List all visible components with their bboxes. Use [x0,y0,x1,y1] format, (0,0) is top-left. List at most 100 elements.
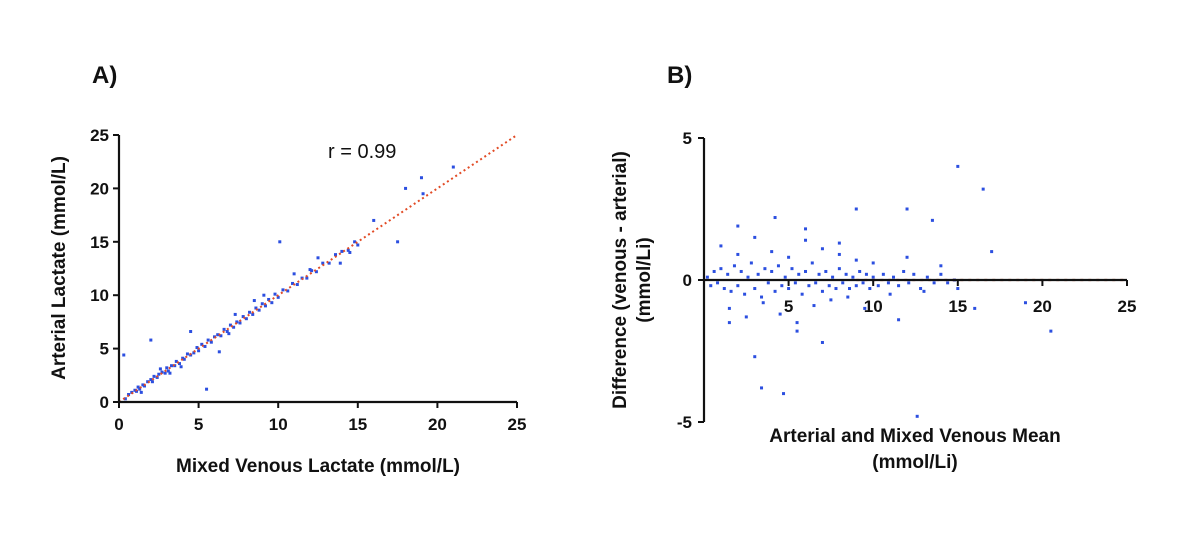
panel-b-point [824,269,828,273]
panel-b-y-axis-title-line2: (mmol/Li) [634,237,655,323]
panel-a-x-tick-label: 20 [428,415,447,434]
panel-b-point [939,264,943,268]
panel-a-point [233,312,237,316]
panel-b-point [871,275,875,279]
panel-b-point [787,287,791,291]
panel-a-point [419,176,423,180]
panel-a-point [168,371,172,375]
panel-b-point [820,247,824,251]
panel-b-label: B) [667,62,692,89]
panel-b-point [905,255,909,259]
panel-b-point [716,281,720,285]
panel-a-y-tick-label: 25 [90,126,109,145]
panel-a-points [122,165,455,401]
panel-a-point [396,240,400,244]
panel-b-point [956,164,960,168]
panel-b-point [770,269,774,273]
panel-a-point [149,378,153,382]
panel-b-point [854,284,858,288]
panel-a-x-tick-label: 15 [348,415,367,434]
panel-b-point [922,289,926,293]
panel-b-point [783,275,787,279]
panel-b-point [888,292,892,296]
panel-b-point [925,275,929,279]
panel-b-point [837,252,841,256]
panel-a-point [225,330,229,334]
panel-b-point [1023,301,1027,305]
panel-b-point [790,267,794,271]
panel-b-point [746,275,750,279]
panel-a-point [181,356,185,360]
panel-b-point [915,414,919,418]
panel-a-point [291,281,295,285]
panel-b-point [810,261,814,265]
panel-b-point [990,250,994,254]
panel-a-y-tick-label: 10 [90,286,109,305]
panel-a-point [348,250,352,254]
panel-b-point [1049,329,1053,333]
panel-a-point [228,323,232,327]
panel-a-x-axis-title: Mixed Venous Lactate (mmol/L) [176,456,460,477]
panel-a-point [149,338,153,342]
panel-b-point [829,298,833,302]
panel-a-point [197,349,201,353]
panel-a-point [314,270,318,274]
panel-a-point [372,218,376,222]
panel-b-point [834,287,838,291]
panel-b-point [905,207,909,211]
panel-a-point [353,240,357,244]
panel-a-point [273,292,277,296]
panel-b-point [778,312,782,316]
panel-a-point [141,383,145,387]
panel-b-point [861,281,865,285]
panel-a-point [262,293,266,297]
panel-b-point [782,392,786,396]
panel-a-point [232,325,236,329]
panel-a-correlation-annotation: r = 0.99 [328,141,396,163]
panel-b-point [749,261,753,265]
panel-a-point [222,327,226,331]
panel-b-point [753,355,757,359]
panel-b-point [705,275,709,279]
panel-a-point [404,186,408,190]
panel-b-x-axis-title-line1: Arterial and Mixed Venous Mean [769,426,1060,447]
panel-b-point [827,284,831,288]
panel-b-point [770,250,774,254]
panel-a-point [179,365,183,369]
panel-b-point [804,269,808,273]
panel-b-point [844,272,848,276]
panel-a-point [260,302,264,306]
panel-a-y-ticks: 0 5 10 15 20 25 [90,126,119,412]
panel-a-point [192,351,196,355]
panel-a-point [123,397,127,401]
panel-a-point [292,272,296,276]
panel-a-point [152,374,156,378]
panel-b-point [800,292,804,296]
panel-a-point [205,387,209,391]
panel-a-point [276,295,280,299]
panel-a-point [321,261,325,265]
panel-b-point [795,321,799,325]
panel-b-point [807,284,811,288]
panel-b-point [729,289,733,293]
panel-a-point [136,385,140,389]
panel-a-point [270,301,274,305]
panel-a-point [206,338,210,342]
panel-a-point [252,299,256,303]
panel-b-point [780,284,784,288]
panel-b-point [804,227,808,231]
panel-b-point [864,272,868,276]
panel-b-x-tick-label: 10 [864,297,883,316]
panel-a-point [241,315,245,319]
panel-a-point [122,353,126,357]
panel-a-point [219,334,223,338]
panel-a-x-ticks: 0 5 10 15 20 25 [114,402,526,434]
panel-b-point [719,244,723,248]
panel-a-point [216,333,220,337]
panel-b-point [820,340,824,344]
panel-b-point [753,287,757,291]
panel-b-point [871,261,875,265]
panel-b-point [817,272,821,276]
panel-b-point [912,272,916,276]
panel-a-x-tick-label: 25 [508,415,527,434]
